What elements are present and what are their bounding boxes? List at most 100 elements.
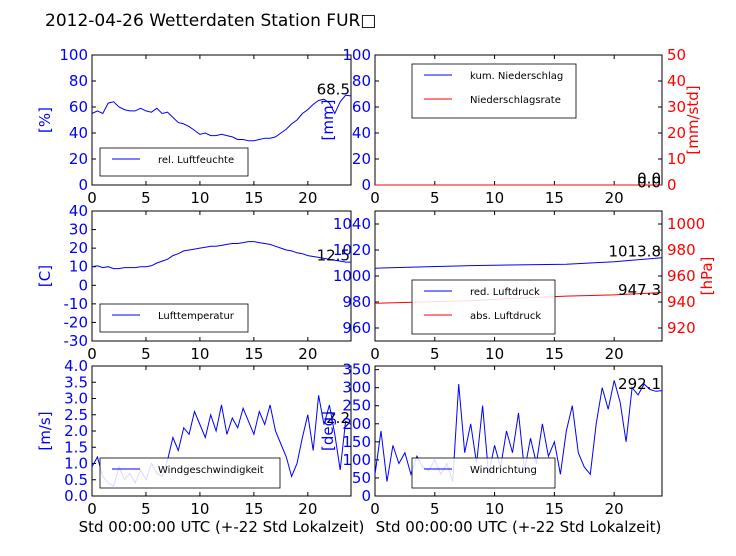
y2-tick-label: 960 (667, 267, 696, 285)
legend-box (411, 457, 556, 489)
x-tick-label: 0 (87, 500, 97, 518)
y-tick-label: 980 (342, 293, 371, 311)
y-tick-label: -20 (64, 313, 89, 331)
value-annotation: 947.3 (618, 281, 661, 299)
y-tick-label: 0 (361, 487, 371, 505)
plot-frame (91, 54, 352, 186)
y-axis-label: [m/s] (36, 411, 54, 450)
y-tick-label: 350 (342, 361, 371, 379)
y-tick-label: 40 (352, 124, 371, 142)
legend-box (411, 279, 556, 335)
value-annotation: 68.5 (317, 80, 350, 98)
legend: Lufttemperatur (99, 303, 249, 333)
y-tick-label: -10 (64, 295, 89, 313)
legend: Windgeschwindigkeit (99, 457, 281, 489)
y-tick-label: 50 (352, 469, 371, 487)
x-tick-label: 10 (485, 345, 504, 363)
y2-tick-label: 40 (667, 72, 686, 90)
y-tick-label: 2.0 (64, 422, 88, 440)
x-tick-label: 10 (190, 345, 209, 363)
y2-tick-label: 50 (667, 46, 686, 64)
series-line-1 (374, 257, 663, 269)
y-tick-label: 0.0 (64, 487, 88, 505)
y-axis-label: [deg] (319, 411, 337, 451)
y-tick-label: 250 (342, 397, 371, 415)
series-line-1 (91, 94, 352, 142)
y2-axis-label: [mm/std] (684, 85, 702, 154)
legend: kum. Niederschlag Niederschlagsrate (411, 63, 577, 119)
x-axis-label: Std 00:00:00 UTC (+-22 Std Lokalzeit) (376, 518, 662, 536)
y-tick-label: 3.5 (64, 373, 88, 391)
y-tick-label: 1020 (333, 241, 371, 259)
y2-tick-label: 30 (667, 98, 686, 116)
series-line-1 (91, 241, 351, 270)
y2-tick-label: 20 (667, 124, 686, 142)
x-tick-label: 15 (244, 500, 263, 518)
x-tick-label: 15 (244, 189, 263, 207)
legend-box (99, 147, 249, 177)
y-tick-label: 0 (361, 176, 371, 194)
value-annotation: 0.0 (637, 170, 661, 188)
y-tick-label: 40 (69, 124, 88, 142)
panel-5: 0 5 10 15 20 0.00.51.01.52.02.53.03.54.0 [m/s]… (36, 357, 364, 536)
y-tick-label: 4.0 (64, 357, 88, 375)
x-tick-label: 5 (430, 189, 440, 207)
x-tick-label: 20 (298, 189, 317, 207)
y-tick-label: 0.5 (64, 471, 88, 489)
y-tick-label: 2.5 (64, 406, 88, 424)
legend-label-1: kum. Niederschlag (470, 71, 563, 82)
y-tick-label: 60 (69, 98, 88, 116)
x-tick-label: 10 (190, 189, 209, 207)
x-tick-label: 5 (430, 345, 440, 363)
x-tick-label: 5 (430, 500, 440, 518)
y-tick-label: 100 (342, 46, 371, 64)
y2-tick-label: 940 (667, 293, 696, 311)
x-axis-label: Std 00:00:00 UTC (+-22 Std Lokalzeit) (79, 518, 365, 536)
value-annotation: 2.2 (326, 409, 350, 427)
y-tick-label: -30 (64, 332, 89, 350)
legend-label-2: Niederschlagsrate (470, 95, 561, 106)
y-tick-label: 20 (352, 150, 371, 168)
legend-label-1: red. Luftdruck (470, 287, 540, 298)
y-tick-label: 30 (69, 221, 88, 239)
y-tick-label: 60 (352, 98, 371, 116)
y-tick-label: 200 (342, 415, 371, 433)
legend-label-1: Windgeschwindigkeit (158, 465, 264, 476)
legend: Windrichtung (411, 457, 556, 489)
y2-tick-label: 10 (667, 150, 686, 168)
x-tick-label: 15 (545, 345, 564, 363)
x-tick-label: 20 (298, 345, 317, 363)
y-tick-label: 100 (342, 451, 371, 469)
y-tick-label: 0 (78, 276, 88, 294)
y-axis-label: [C] (36, 265, 54, 287)
legend-label-1: rel. Luftfeuchte (158, 155, 234, 166)
legend: rel. Luftfeuchte (99, 147, 249, 177)
x-tick-label: 15 (545, 500, 564, 518)
legend-box (99, 303, 249, 333)
y-tick-label: 20 (69, 150, 88, 168)
legend-label-1: Lufttemperatur (158, 311, 235, 322)
x-tick-label: 0 (370, 500, 380, 518)
panel-2: 0 5 10 15 20 0 20 40 60 80 100 0 10 20 30 40 50 [mm] [mm/s… (319, 46, 702, 207)
value-annotation: 1013.8 (609, 242, 662, 260)
plot-frame (91, 210, 352, 342)
y-tick-label: 80 (352, 72, 371, 90)
y-tick-label: 1000 (333, 267, 371, 285)
legend: red. Luftdruck abs. Luftdruck (411, 279, 556, 335)
legend-label-2: abs. Luftdruck (470, 311, 541, 322)
x-tick-label: 0 (370, 345, 380, 363)
y2-tick-label: 0 (667, 176, 677, 194)
x-tick-label: 0 (87, 345, 97, 363)
x-tick-label: 15 (545, 189, 564, 207)
y-tick-label: 20 (69, 239, 88, 257)
y-tick-label: 300 (342, 379, 371, 397)
y-tick-label: 10 (69, 258, 88, 276)
x-tick-label: 20 (605, 189, 624, 207)
panel-3: 0 5 10 15 20-30-20-10010203040[C]12.5Lufttem… (36, 202, 352, 363)
y-tick-label: 1.5 (64, 438, 88, 456)
x-tick-label: 20 (298, 500, 317, 518)
legend-label-1: Windrichtung (470, 465, 537, 476)
y-tick-label: 150 (342, 433, 371, 451)
